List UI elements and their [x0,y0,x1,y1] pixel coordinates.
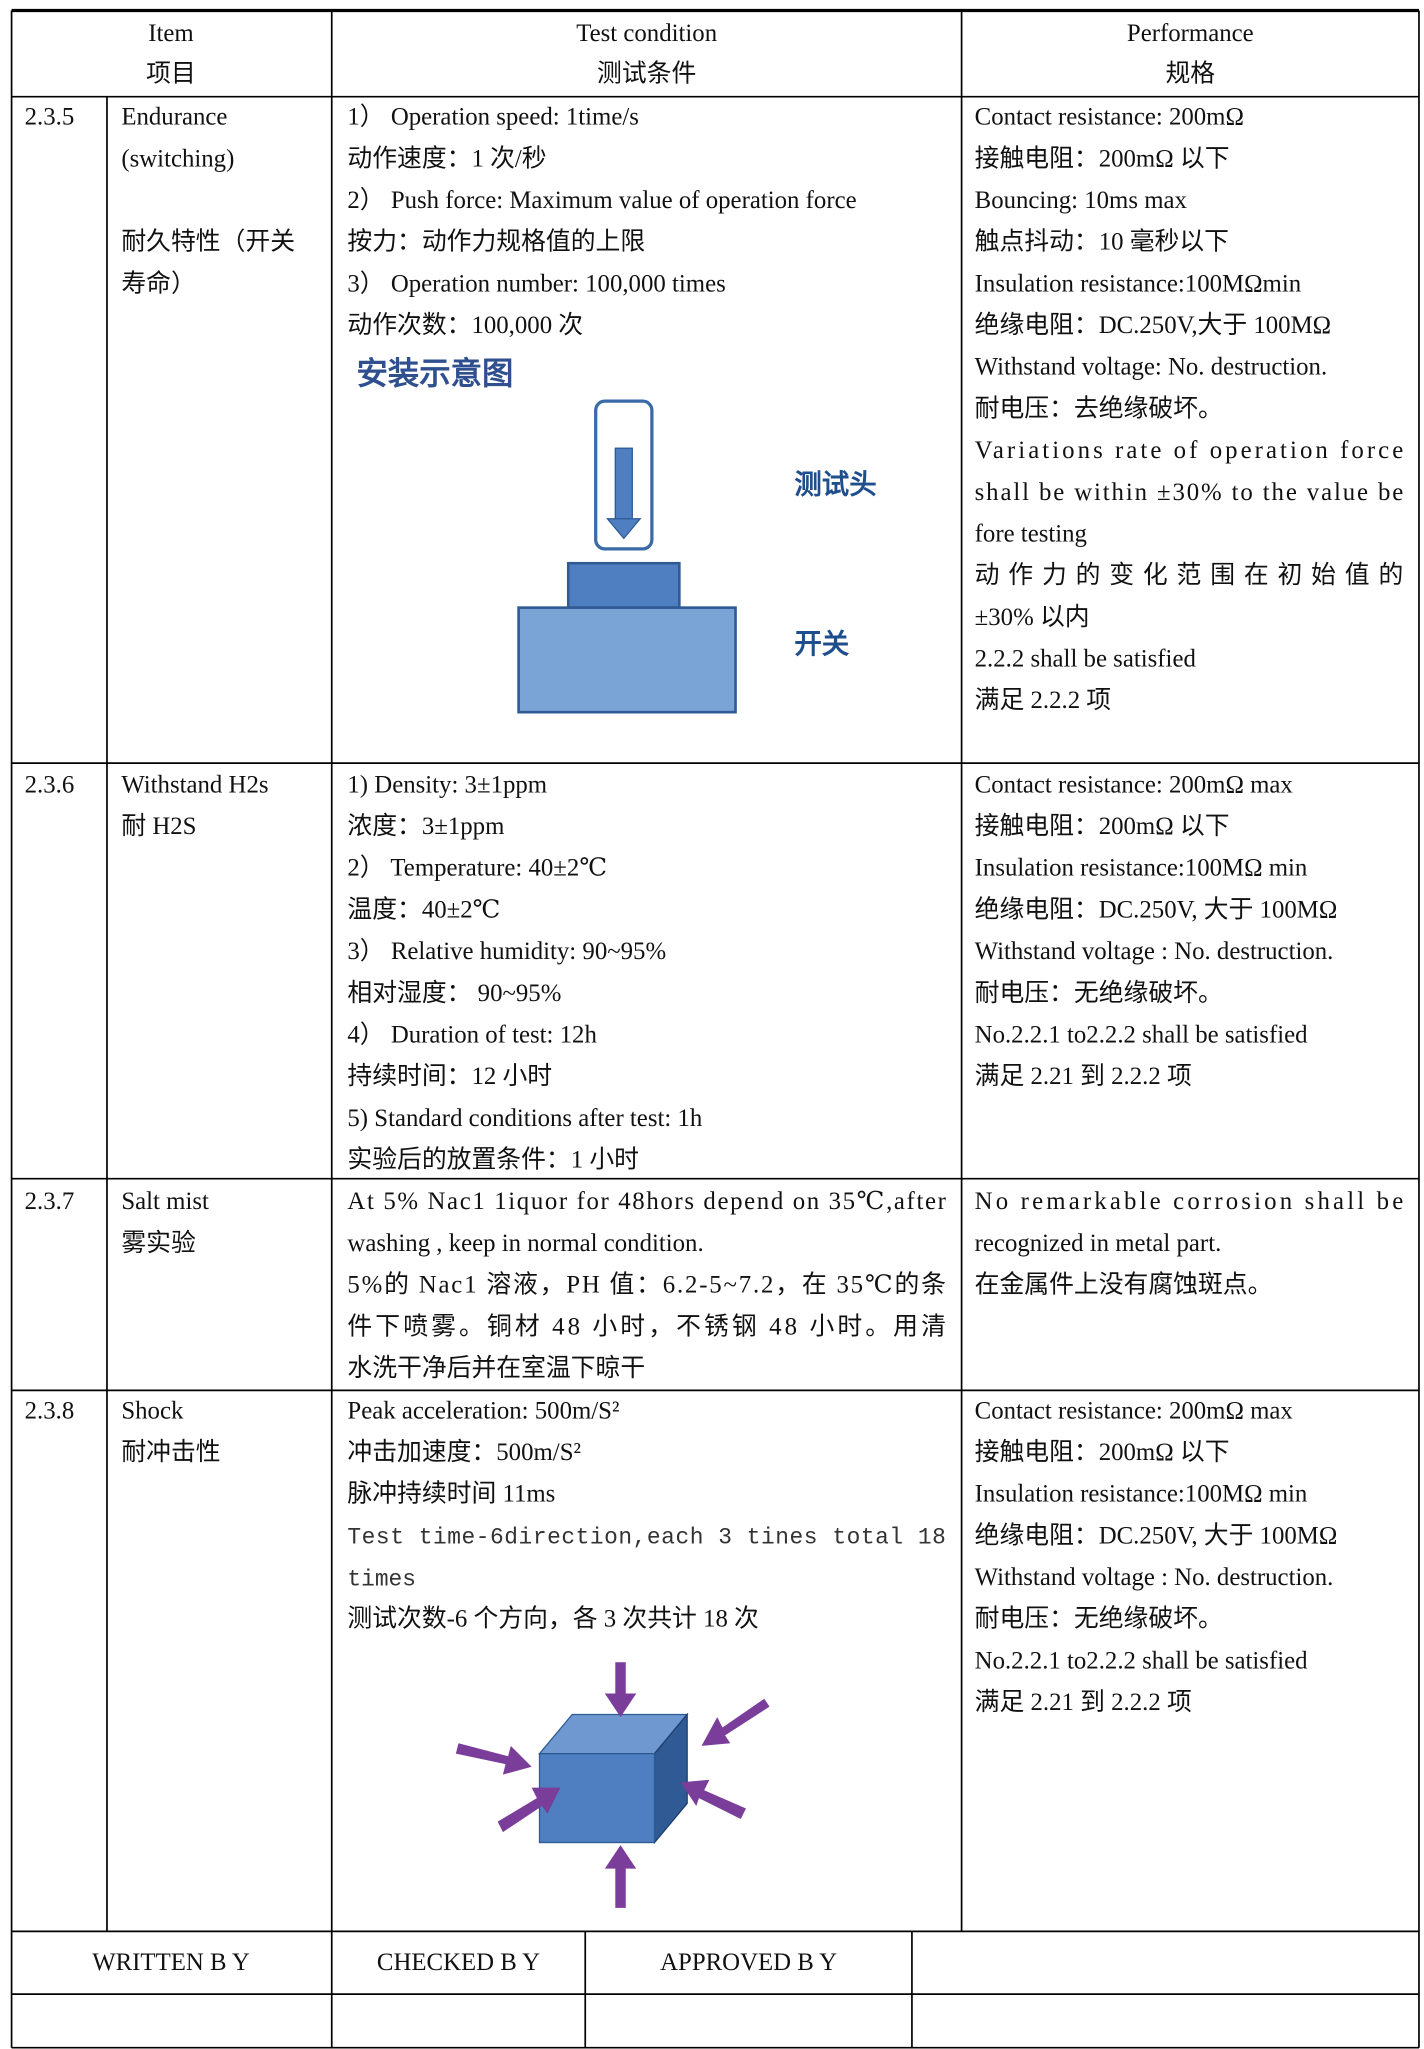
shock-figure [455,1662,770,1908]
condition-line: washing , keep in normal condition. [347,1230,703,1257]
condition-line: Peak acceleration: 500m/S² [347,1397,619,1424]
performance-line: Contact resistance: 200mΩ [975,104,1244,131]
approved-by: APPROVED B Y [660,1949,837,1976]
performance-line: fore testing [975,520,1087,547]
item-line: Endurance [121,104,227,131]
header: Item 项目 Test condition 测试条件 Performance … [146,20,1253,88]
condition-line: 1) Density: 3±1ppm [347,771,547,798]
item-line: Shock [121,1397,184,1424]
header-performance-cn: 规格 [1165,59,1215,87]
item-line: 耐冲击性 [121,1438,220,1466]
performance-line: No remarkable corrosion shall be [975,1188,1404,1215]
install-figure: 安装示意图 测试头 开关 [357,355,877,714]
performance-line: 绝缘电阻：DC.250V,大于 100MΩ [975,311,1331,339]
condition-line: Test time-6direction,each 3 tines total … [347,1525,945,1551]
condition-line: 3） Relative humidity: 90~95% [347,937,666,965]
figure-label-switch: 开关 [794,629,849,660]
condition-line: 相对湿度： 90~95% [347,979,561,1007]
performance-line: Withstand voltage: No. destruction. [975,354,1328,381]
condition-line: 2） Push force: Maximum value of operatio… [347,186,856,214]
condition-line: times [347,1566,416,1592]
condition-line: 按力：动作力规格值的上限 [347,228,645,256]
condition-line: 浓度：3±1ppm [347,812,504,840]
item-line: 耐 H2S [121,812,196,840]
header-item-cn: 项目 [146,60,196,87]
performance-line: Withstand voltage : No. destruction. [975,938,1334,965]
performance-line: No.2.2.1 to2.2.2 shall be satisfied [975,1647,1308,1674]
performance-line: shall be within ±30% to the value be [975,479,1404,506]
item-line: Withstand H2s [121,771,268,798]
performance-line: ±30% 以内 [975,603,1090,631]
performance-line: 满足 2.2.2 项 [975,686,1111,714]
item-line: 雾实验 [121,1229,196,1257]
condition-line: 动作速度：1 次/秒 [347,144,546,172]
performance-line: 耐电压：无绝缘破坏。 [975,1605,1223,1633]
condition-line: 动作次数：100,000 次 [347,311,583,339]
performance-line: Contact resistance: 200mΩ max [975,1397,1294,1424]
performance-line: recognized in metal part. [975,1230,1222,1257]
performance-line: Insulation resistance:100MΩ min [975,1481,1308,1508]
performance-line: 2.2.2 shall be satisfied [975,646,1197,673]
condition-line: 实验后的放置条件：1 小时 [347,1146,639,1174]
performance-line: Withstand voltage : No. destruction. [975,1564,1334,1591]
checked-by: CHECKED B Y [377,1949,540,1976]
condition-line: 件下喷雾。铜材 48 小时，不锈钢 48 小时。用清 [347,1312,945,1340]
condition-line: At 5% Nac1 1iquor for 48hors depend on 3… [347,1188,946,1215]
figure-label-head: 测试头 [794,470,876,501]
performance-line: No.2.2.1 to2.2.2 shall be satisfied [975,1021,1308,1048]
row-number: 2.3.7 [25,1188,75,1215]
item-line: Salt mist [121,1188,209,1215]
performance-line: Contact resistance: 200mΩ max [975,771,1294,798]
item-line: (switching) [121,145,234,172]
condition-line: 水洗干净后并在室温下晾干 [347,1354,645,1382]
item-line: 寿命） [121,269,195,297]
performance-line: 接触电阻：200mΩ 以下 [975,812,1230,840]
performance-line: 动作力的变化范围在初始值的 [975,561,1404,589]
condition-line: 1） Operation speed: 1time/s [347,103,638,131]
condition-line: 4） Duration of test: 12h [347,1020,597,1048]
performance-line: 满足 2.21 到 2.2.2 项 [975,1688,1192,1716]
performance-line: 在金属件上没有腐蚀斑点。 [975,1271,1273,1299]
performance-line: Bouncing: 10ms max [975,187,1188,214]
condition-line: 测试次数-6 个方向，各 3 次共计 18 次 [347,1605,758,1633]
row-number: 2.3.8 [25,1397,75,1424]
row-number: 2.3.5 [25,104,75,131]
header-item: Item [148,20,193,47]
performance-line: 绝缘电阻：DC.250V, 大于 100MΩ [975,895,1338,923]
condition-line: 3） Operation number: 100,000 times [347,269,725,297]
grid [10,8,1420,2049]
item-line: 耐久特性（开关 [121,228,295,256]
footer: WRITTEN B Y CHECKED B Y APPROVED B Y [92,1949,837,1976]
condition-line: 冲击加速度：500m/S² [347,1438,581,1466]
performance-line: Variations rate of operation force [975,437,1404,464]
performance-line: 满足 2.21 到 2.2.2 项 [975,1062,1192,1090]
condition-line: 5) Standard conditions after test: 1h [347,1105,702,1132]
condition-line: 温度：40±2℃ [347,895,500,923]
condition-line: 2） Temperature: 40±2℃ [347,854,607,882]
written-by: WRITTEN B Y [92,1949,250,1976]
header-performance: Performance [1127,20,1254,47]
performance-line: 接触电阻：200mΩ 以下 [975,144,1230,172]
performance-line: 绝缘电阻：DC.250V, 大于 100MΩ [975,1521,1338,1549]
header-condition: Test condition [576,20,718,47]
performance-line: Insulation resistance:100MΩ min [975,855,1308,882]
performance-line: 接触电阻：200mΩ 以下 [975,1438,1230,1466]
condition-line: 持续时间：12 小时 [347,1062,552,1090]
performance-line: 耐电压：去绝缘破坏。 [975,394,1223,422]
row-number: 2.3.6 [25,771,75,798]
condition-line: 脉冲持续时间 11ms [347,1480,555,1508]
condition-line: 5%的 Nac1 溶液，PH 值：6.2-5~7.2，在 35℃的条 [347,1271,945,1299]
figure-title: 安装示意图 [357,355,514,392]
performance-line: Insulation resistance:100MΩmin [975,270,1302,297]
performance-line: 触点抖动：10 毫秒以下 [975,228,1229,256]
header-condition-cn: 测试条件 [597,59,696,87]
performance-line: 耐电压：无绝缘破坏。 [975,979,1223,1007]
